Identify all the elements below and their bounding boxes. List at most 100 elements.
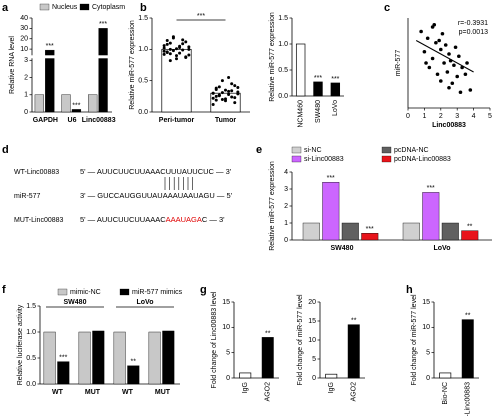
bar — [422, 192, 440, 241]
y-axis-label: Fold change of miR-577 level — [411, 294, 418, 385]
point — [162, 49, 166, 53]
x-tick-label: Bio-Linc00883 — [465, 382, 472, 416]
bar — [461, 230, 479, 241]
point — [214, 87, 218, 91]
bar — [71, 109, 82, 113]
bar — [34, 94, 44, 113]
sequence-part: C — 3' — [202, 215, 225, 224]
y-tick-label: 0.5 — [278, 67, 288, 74]
bar — [98, 28, 108, 113]
point — [425, 36, 430, 41]
point — [452, 63, 456, 68]
x-tick-label: GAPDH — [33, 117, 58, 124]
point — [168, 41, 172, 45]
point — [175, 57, 178, 61]
legend-label: si-NC — [304, 147, 322, 154]
bar — [161, 48, 192, 113]
legend-swatch — [79, 3, 90, 11]
x-tick-label: NCM460 — [298, 100, 305, 128]
bar — [295, 43, 306, 97]
bar — [57, 361, 70, 385]
bar — [148, 331, 161, 385]
point — [230, 95, 234, 99]
panel-letter: d — [2, 144, 9, 156]
point — [162, 44, 166, 48]
point — [211, 91, 215, 95]
point — [463, 72, 468, 77]
x-tick-label: AGO2 — [351, 382, 358, 402]
y-tick-label: 1 — [284, 220, 288, 227]
point — [214, 94, 218, 98]
x-tick-label: MUT — [155, 389, 171, 396]
y-tick-label: 15 — [422, 299, 430, 306]
x-tick-label: Tumor — [215, 117, 237, 124]
y-tick-label: 0.0 — [278, 93, 288, 100]
point — [230, 89, 234, 93]
significance: *** — [366, 226, 374, 233]
point — [187, 47, 191, 51]
point — [217, 85, 221, 89]
group-label: SW480 — [64, 299, 87, 306]
point — [419, 29, 423, 34]
x-tick-label: Peri-tumor — [159, 117, 195, 124]
y-tick-label: 10 — [222, 324, 230, 331]
bar — [341, 222, 359, 241]
point — [430, 56, 435, 61]
significance: *** — [327, 175, 335, 182]
bar — [113, 331, 126, 385]
y-tick-label: 4 — [284, 169, 288, 176]
y-tick-label: 1.0 — [278, 41, 288, 48]
sequence-part: 5' — AUUCUUCUUAAACUUUAUUCUC — 3' — [80, 167, 232, 176]
legend-swatch — [57, 288, 68, 296]
bar — [302, 222, 320, 241]
y-tick-label: 0.5 — [138, 78, 148, 85]
bar — [78, 331, 91, 385]
point — [171, 49, 175, 53]
point — [236, 92, 240, 96]
group-label: LoVo — [137, 299, 154, 306]
point — [450, 81, 455, 86]
significance: *** — [99, 21, 107, 28]
y-tick-label: 20 — [20, 36, 28, 43]
y-tick-label: 10 — [20, 46, 28, 53]
point — [443, 43, 448, 47]
legend-swatch — [119, 288, 130, 296]
y-tick-label: 1.5 — [278, 15, 288, 22]
y-tick-label: 0 — [284, 237, 288, 244]
bar — [347, 324, 360, 379]
point — [165, 50, 169, 54]
y-tick-label: 40 — [20, 15, 28, 22]
y-tick-label: 0 — [24, 109, 28, 116]
x-tick-label: 2 — [439, 113, 443, 120]
significance: *** — [314, 75, 322, 82]
point — [227, 76, 231, 80]
point — [184, 40, 188, 44]
sequence: 5' — AUUCUUCUUAAACUUUAUUCUC — 3' — [80, 167, 232, 176]
point — [220, 79, 224, 83]
legend-label: si-Linc00883 — [304, 156, 344, 163]
y-tick-label: 5 — [312, 356, 316, 363]
y-tick-label: 0.0 — [138, 109, 148, 116]
y-tick-label: 1.5 — [138, 15, 148, 22]
y-axis-label: Relative miR-577 expression — [269, 161, 276, 251]
annotation: r=-0.3931 — [458, 20, 488, 27]
point — [442, 61, 446, 65]
significance: *** — [331, 76, 339, 83]
point — [447, 85, 451, 90]
y-tick-label: 1 — [24, 92, 28, 99]
point — [427, 65, 432, 70]
y-axis-label: Fold change of Linc00883 level — [211, 291, 218, 388]
y-tick-label: 2 — [24, 74, 28, 81]
y-tick-label: 0 — [226, 375, 230, 382]
point — [424, 61, 428, 65]
x-tick-label: IgG — [328, 382, 335, 393]
x-tick-label: U6 — [68, 117, 77, 124]
significance: *** — [427, 185, 435, 192]
y-tick-label: 30 — [20, 25, 28, 32]
point — [211, 96, 215, 100]
bar — [402, 222, 420, 241]
y-tick-label: 1.0 — [26, 329, 36, 336]
point — [458, 90, 463, 95]
sequence-name: miR-577 — [14, 193, 41, 200]
